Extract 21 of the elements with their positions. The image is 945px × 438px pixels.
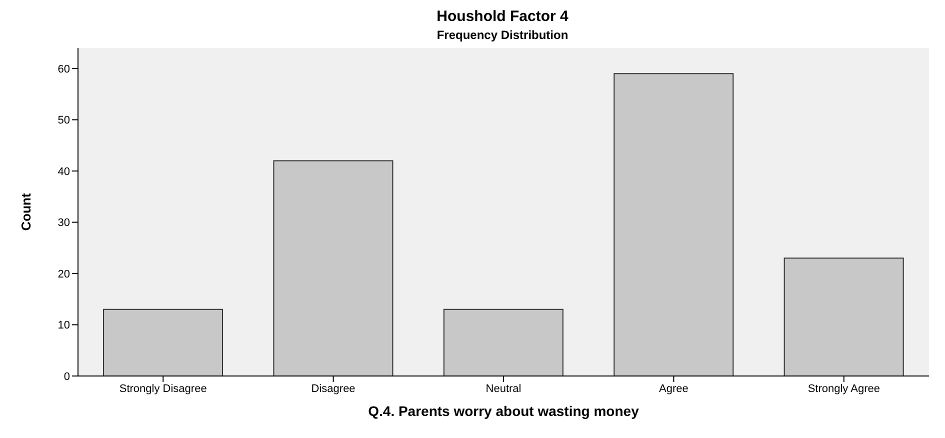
chart-title: Houshold Factor 4 [436,8,570,25]
y-tick-label: 60 [58,63,70,76]
y-tick-label: 50 [58,114,70,127]
chart-subtitle: Frequency Distribution [436,28,570,42]
bar [103,308,224,376]
x-tick-label: Strongly Agree [808,382,880,395]
y-tick-label: 0 [64,370,70,383]
bar [784,258,904,376]
bar [443,308,564,376]
y-tick-label: 20 [58,268,70,280]
x-tick-label: Disagree [311,382,356,395]
bar [614,73,734,376]
bar [273,160,394,376]
y-tick-label: 40 [58,166,70,178]
y-axis-title: Count [18,192,34,231]
x-tick-label: Strongly Disagree [119,382,207,395]
x-tick-label: Agree [659,382,688,395]
x-tick-label: Neutral [486,382,522,395]
y-tick-label: 30 [58,217,70,230]
y-tick-label: 10 [58,320,70,332]
x-axis-title: Q.4. Parents worry about wasting money [368,403,640,419]
